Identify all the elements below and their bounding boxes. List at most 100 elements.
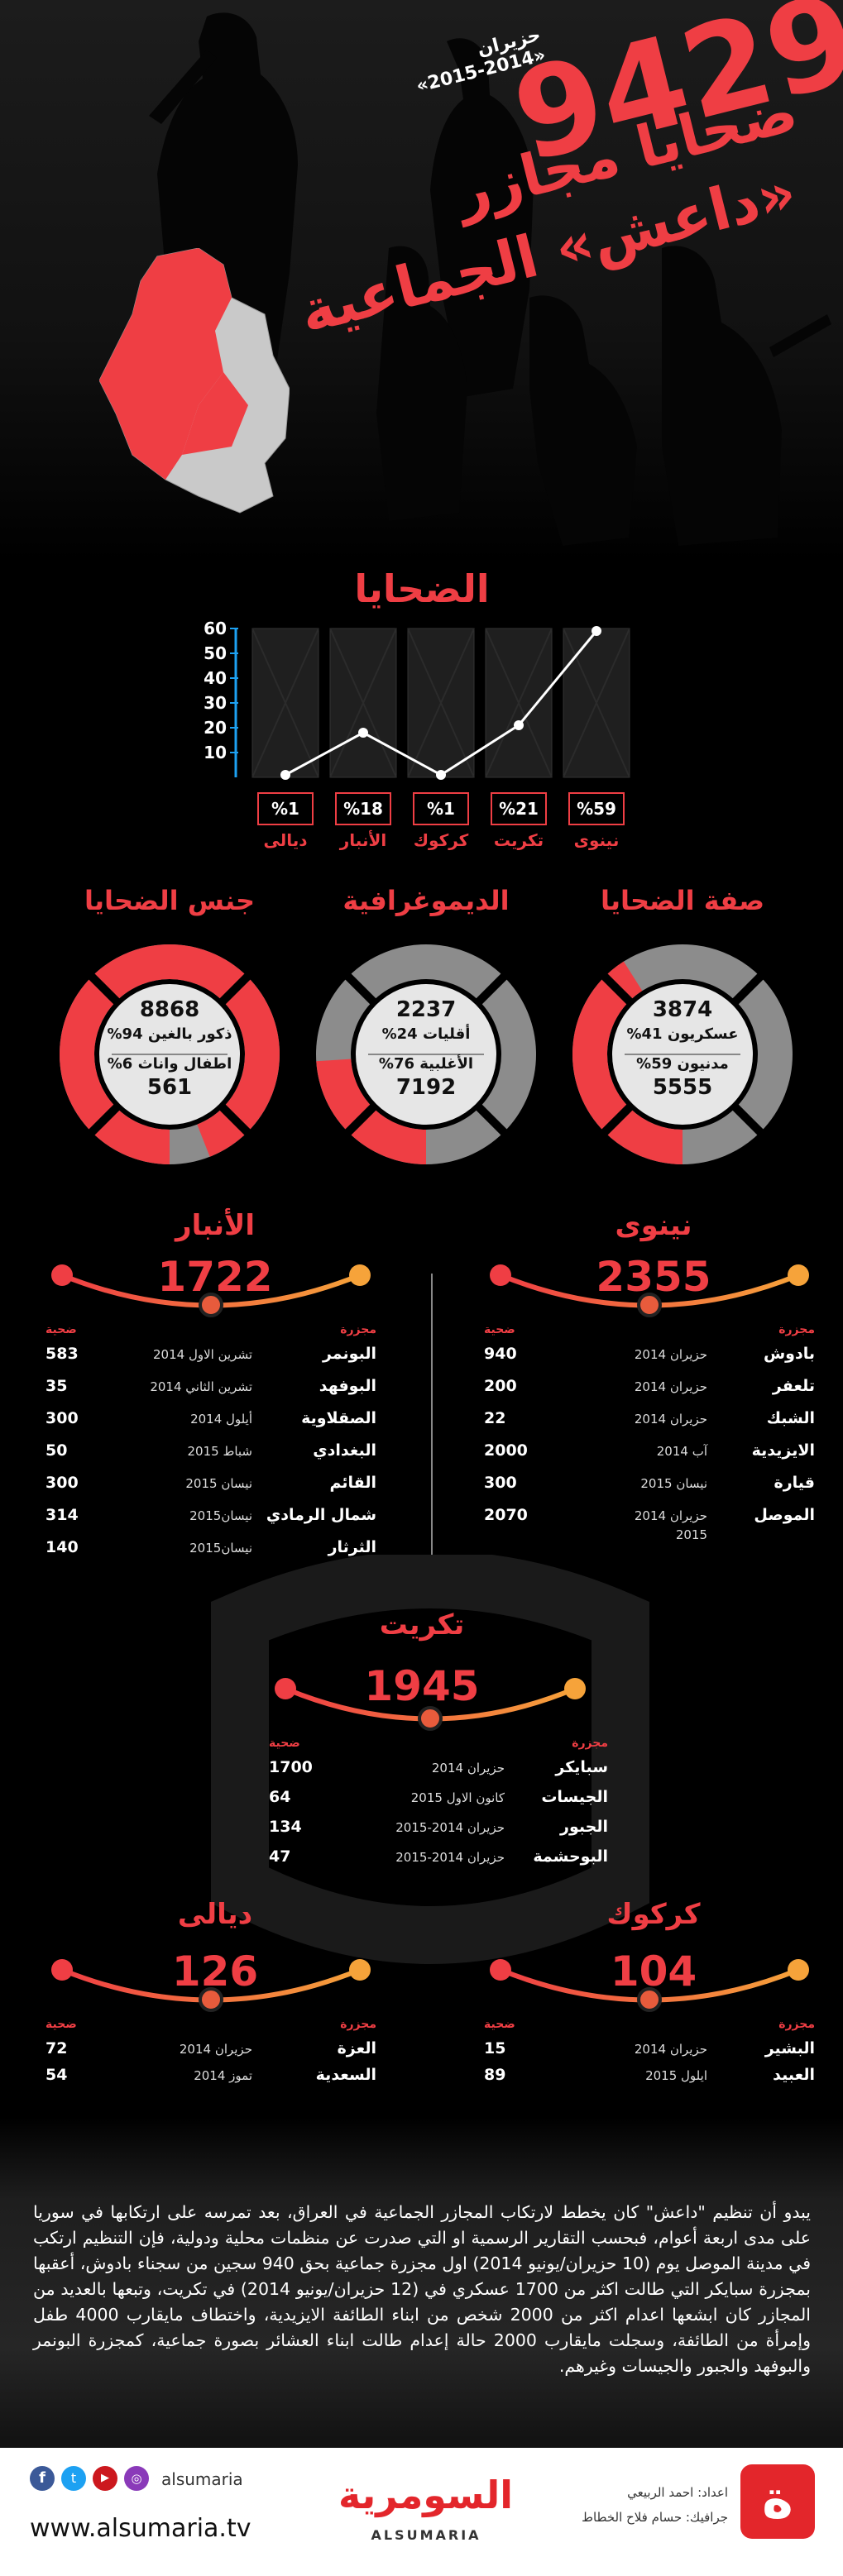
diyala-table: مجزرة ضحية العزة حزيران 2014 72 السعدية تموز 2… [46, 2018, 376, 2092]
tikrit-table: مجزرة ضحية سبايكر حزيران 2014 1700 الجيسات كان… [269, 1737, 608, 1877]
table-row: البشير حزيران 2014 15 [484, 2039, 815, 2067]
massacre-date: حزيران 2014 [179, 2042, 252, 2057]
donut-gap [88, 1103, 121, 1136]
massacre-site: الجبور [560, 1818, 608, 1836]
victims-title: الضحايا [354, 566, 490, 611]
header-victims: ضحية [46, 1323, 77, 1336]
tikrit-total: 1945 [364, 1662, 480, 1710]
massacre-date: تشرين الاول 2014 [152, 1347, 252, 1362]
donut-bottom-value: 5555 [652, 1075, 713, 1100]
brand-english: ALSUMARIA [371, 2527, 481, 2543]
donut-gap [731, 973, 764, 1006]
donut-title: جنس الضحايا [84, 885, 256, 916]
massacre-site: شمال الرمادي [266, 1506, 376, 1524]
data-label: %1 [257, 792, 314, 825]
donut-gap [731, 1103, 764, 1136]
instagram-icon[interactable]: ◎ [124, 2466, 149, 2491]
table-row: العزة حزيران 2014 72 [46, 2039, 376, 2067]
y-tick-label: 30 [204, 693, 227, 713]
donut-chart [316, 944, 536, 1164]
ninawa-table: مجزرة ضحية بادوش حزيران 2014 940 تلعفر حزيران … [484, 1323, 815, 1563]
data-point-4 [358, 728, 368, 738]
massacre-site: الصقلاوية [301, 1409, 376, 1427]
header-site: مجزرة [340, 2018, 376, 2031]
header-site: مجزرة [778, 1323, 815, 1336]
massacre-site: السعدية [315, 2066, 376, 2084]
y-tick-label: 40 [204, 668, 227, 688]
victim-count: 47 [269, 1847, 291, 1866]
y-tick-label: 50 [204, 643, 227, 663]
kirkuk-total: 104 [610, 1948, 697, 1995]
massacre-site: بادوش [763, 1345, 815, 1363]
anbar-total: 1722 [157, 1253, 273, 1301]
crowd-photo [0, 2117, 843, 2448]
table-row: البونمر تشرين الاول 2014 583 [46, 1345, 376, 1373]
massacre-site: الشبك [766, 1409, 815, 1427]
kirkuk-arc [490, 1959, 809, 2012]
massacre-date: ايلول 2015 [645, 2068, 707, 2083]
donut-chart [60, 944, 280, 1164]
massacre-site: سبايكر [555, 1758, 608, 1776]
table-row: الصقلاوية أيلول 2014 300 [46, 1409, 376, 1437]
victim-count: 89 [484, 2066, 506, 2084]
data-point-2 [514, 720, 524, 730]
table-row: الجبور حزيران 2014-2015 134 [269, 1818, 608, 1846]
donut-top-label: عسكريون 41% [626, 1025, 739, 1043]
donut-title: صفة الضحايا [600, 885, 765, 916]
iraq-map [99, 248, 290, 514]
victim-count: 940 [484, 1345, 517, 1363]
massacre-site: البوحشمة [533, 1847, 608, 1866]
victim-count: 2000 [484, 1441, 528, 1460]
tikrit-arc [275, 1678, 586, 1731]
victim-count: 15 [484, 2039, 506, 2057]
donut-bottom-value: 561 [146, 1075, 193, 1100]
victim-count: 1700 [269, 1758, 313, 1776]
donut-top-value: 3874 [652, 997, 713, 1022]
massacre-date: تموز 2014 [194, 2068, 252, 2083]
donut-gap [601, 973, 634, 1006]
social-handle[interactable]: alsumaria [161, 2469, 243, 2489]
twitter-icon[interactable]: t [61, 2466, 86, 2491]
table-row: القائم نيسان 2015 300 [46, 1474, 376, 1502]
massacre-date: حزيران 2014 [634, 1347, 707, 1362]
massacre-date: حزيران 2014 [634, 1379, 707, 1394]
massacre-site: قيارة [774, 1474, 816, 1492]
donut-gap [475, 1103, 508, 1136]
victim-count: 50 [46, 1441, 68, 1460]
donut-top-value: 2237 [395, 997, 457, 1022]
ninawa-title: نينوى [615, 1209, 692, 1242]
y-tick-label: 20 [204, 718, 227, 738]
donut-gap [601, 1103, 634, 1136]
massacre-date-cont: 2015 [675, 1527, 707, 1542]
massacre-date: حزيران 2014 [634, 2042, 707, 2057]
header-victims: ضحية [46, 2018, 77, 2031]
footer: f t ▶ ◎ alsumaria www.alsumaria.tv السوم… [0, 2448, 843, 2576]
table-row: شمال الرمادي نيسان2015 314 [46, 1506, 376, 1534]
data-point-3 [436, 770, 446, 780]
facebook-icon[interactable]: f [30, 2466, 55, 2491]
column-hatch [563, 628, 630, 778]
category-label: كركوك [413, 830, 469, 850]
header-victims: ضحية [484, 2018, 515, 2031]
y-tick-label: 10 [204, 743, 227, 762]
table-row: البغدادي شباط 2015 50 [46, 1441, 376, 1470]
victim-count: 134 [269, 1818, 302, 1836]
website-url[interactable]: www.alsumaria.tv [30, 2514, 251, 2543]
table-row: تلعفر حزيران 2014 200 [484, 1377, 815, 1405]
massacre-site: البونمر [322, 1345, 376, 1363]
donut-bottom-label: الأغلبية 76% [378, 1055, 474, 1073]
massacre-date: حزيران 2014 [634, 1508, 707, 1523]
massacre-site: الثرثار [328, 1538, 376, 1556]
victim-count: 140 [46, 1538, 79, 1556]
victim-count: 300 [46, 1474, 79, 1492]
column-hatch [407, 628, 475, 778]
diyala-title: ديالى [177, 1898, 253, 1931]
victim-count: 22 [484, 1409, 506, 1427]
massacre-site: الايزيدية [751, 1441, 815, 1460]
category-label: نينوى [573, 830, 620, 850]
kirkuk-title: كركوك [606, 1898, 701, 1931]
youtube-icon[interactable]: ▶ [93, 2466, 117, 2491]
donut-top-label: أقليات 24% [381, 1025, 471, 1043]
donut-gap [344, 973, 377, 1006]
massacre-date: نيسان 2015 [640, 1476, 707, 1491]
